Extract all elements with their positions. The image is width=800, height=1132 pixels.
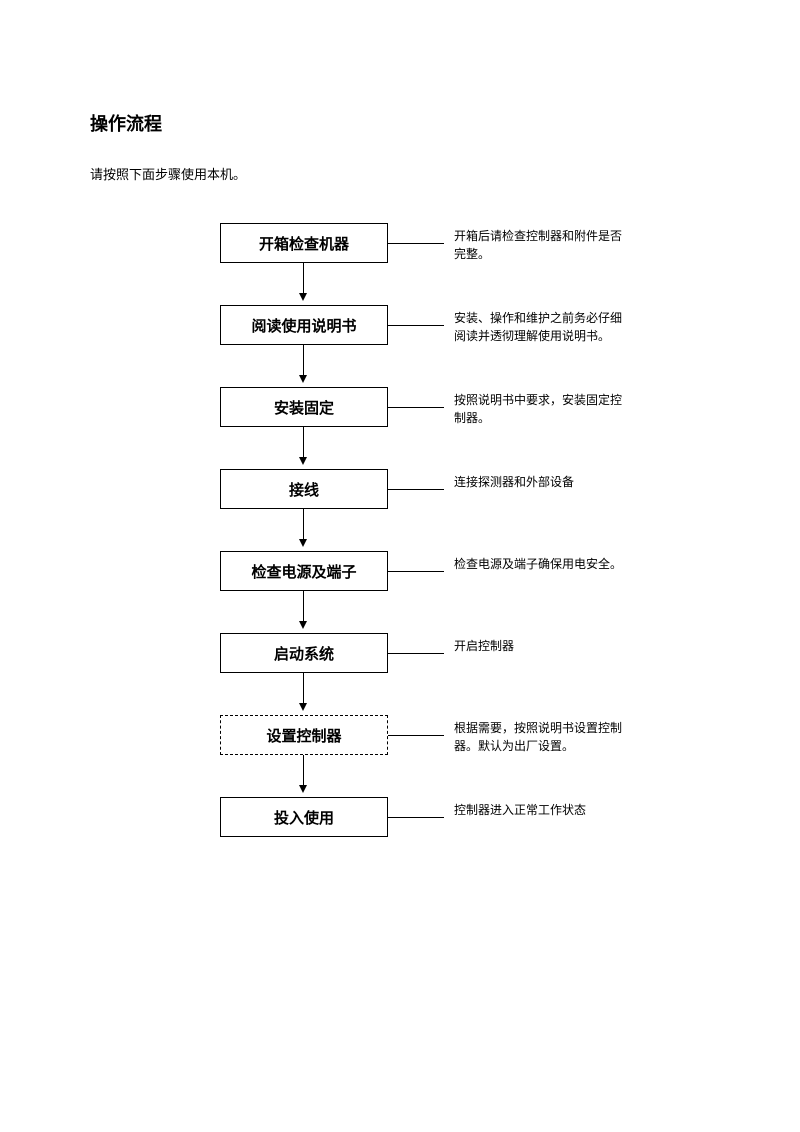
page-title: 操作流程 <box>90 110 710 136</box>
flowchart-container: 开箱检查机器 开箱后请检查控制器和附件是否完整。阅读使用说明书 安装、操作和维护之前… <box>220 223 700 841</box>
flowchart-description: 连接探测器和外部设备 <box>454 473 624 491</box>
page-subtitle: 请按照下面步骤使用本机。 <box>90 164 710 183</box>
flowchart-description: 按照说明书中要求，安装固定控制器。 <box>454 391 624 427</box>
connector-line <box>388 407 444 408</box>
flowchart-node: 设置控制器 <box>220 715 388 755</box>
arrow-down-icon <box>303 263 305 301</box>
flowchart-node: 启动系统 <box>220 633 388 673</box>
connector-line <box>388 571 444 572</box>
connector-line <box>388 653 444 654</box>
flowchart-description: 安装、操作和维护之前务必仔细阅读并透彻理解使用说明书。 <box>454 309 624 345</box>
flowchart-node: 投入使用 <box>220 797 388 837</box>
flowchart-node: 接线 <box>220 469 388 509</box>
flowchart-node: 开箱检查机器 <box>220 223 388 263</box>
connector-line <box>388 817 444 818</box>
flowchart-step: 设置控制器 根据需要，按照说明书设置控制器。默认为出厂设置。 <box>220 715 700 759</box>
flowchart-step: 阅读使用说明书 安装、操作和维护之前务必仔细阅读并透彻理解使用说明书。 <box>220 305 700 349</box>
arrow-down-icon <box>303 673 305 711</box>
arrow-down-icon <box>303 345 305 383</box>
flowchart-description: 检查电源及端子确保用电安全。 <box>454 555 624 573</box>
flowchart-description: 开箱后请检查控制器和附件是否完整。 <box>454 227 624 263</box>
connector-line <box>388 325 444 326</box>
flowchart-step: 接线 连接探测器和外部设备 <box>220 469 700 513</box>
flowchart-step: 开箱检查机器 开箱后请检查控制器和附件是否完整。 <box>220 223 700 267</box>
flowchart-node: 检查电源及端子 <box>220 551 388 591</box>
flowchart-step: 启动系统 开启控制器 <box>220 633 700 677</box>
arrow-down-icon <box>303 427 305 465</box>
flowchart-node: 阅读使用说明书 <box>220 305 388 345</box>
flowchart-step: 安装固定 按照说明书中要求，安装固定控制器。 <box>220 387 700 431</box>
flowchart-description: 根据需要，按照说明书设置控制器。默认为出厂设置。 <box>454 719 624 755</box>
connector-line <box>388 489 444 490</box>
flowchart-description: 控制器进入正常工作状态 <box>454 801 624 819</box>
arrow-down-icon <box>303 509 305 547</box>
arrow-down-icon <box>303 591 305 629</box>
flowchart-step: 检查电源及端子 检查电源及端子确保用电安全。 <box>220 551 700 595</box>
flowchart-node: 安装固定 <box>220 387 388 427</box>
flowchart-description: 开启控制器 <box>454 637 624 655</box>
connector-line <box>388 735 444 736</box>
connector-line <box>388 243 444 244</box>
page: 操作流程 请按照下面步骤使用本机。 开箱检查机器 开箱后请检查控制器和附件是否完整… <box>0 0 800 841</box>
flowchart-step: 投入使用 控制器进入正常工作状态 <box>220 797 700 841</box>
arrow-down-icon <box>303 755 305 793</box>
